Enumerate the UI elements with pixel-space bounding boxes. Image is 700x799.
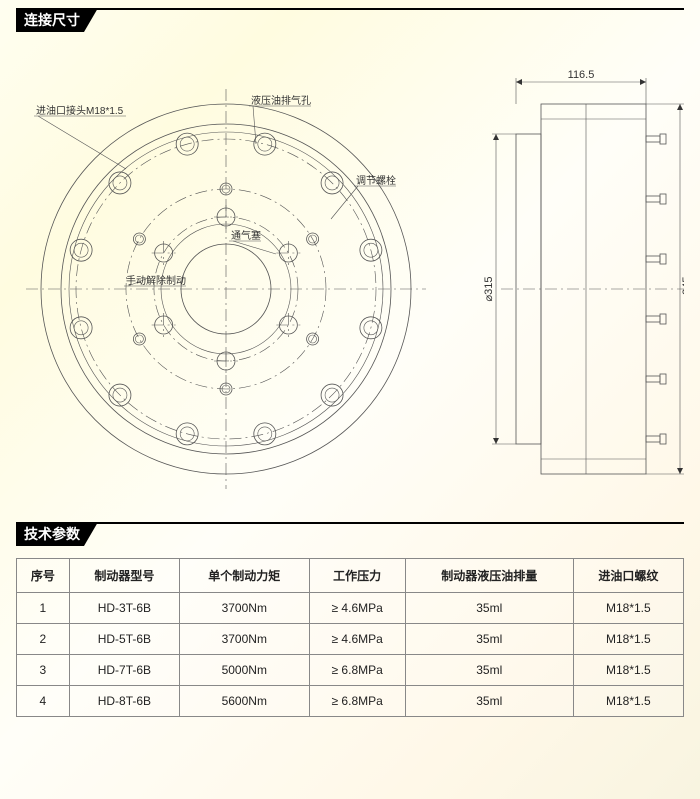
col-header: 进油口螺纹 [573,559,683,593]
header-params: 技术参数 [16,522,684,546]
table-cell: ≥ 6.8MPa [309,655,405,686]
header-params-label: 技术参数 [16,522,98,546]
diagram-area: 进油口接头M18*1.5 液压油排气孔调节螺栓通气塞手动解除制动 116.5 ⌀31… [16,44,684,504]
table-cell: 5000Nm [180,655,309,686]
svg-text:液压油排气孔: 液压油排气孔 [251,94,311,107]
table-cell: 1 [17,593,70,624]
table-cell: ≥ 4.6MPa [309,593,405,624]
table-cell: 3700Nm [180,593,309,624]
header-rule [16,522,684,524]
col-header: 序号 [17,559,70,593]
svg-text:⌀315: ⌀315 [483,277,495,302]
svg-text:调节螺栓: 调节螺栓 [356,174,396,187]
engineering-drawing: 进油口接头M18*1.5 液压油排气孔调节螺栓通气塞手动解除制动 116.5 ⌀31… [16,44,684,504]
table-row: 2HD-5T-6B3700Nm≥ 4.6MPa35mlM18*1.5 [17,624,684,655]
table-row: 4HD-8T-6B5600Nm≥ 6.8MPa35mlM18*1.5 [17,686,684,717]
header-rule [16,8,684,10]
col-header: 制动器型号 [69,559,179,593]
svg-text:手动解除制动: 手动解除制动 [126,274,186,287]
header-dimensions-label: 连接尺寸 [16,8,98,32]
table-cell: 3 [17,655,70,686]
table-cell: M18*1.5 [573,593,683,624]
table-cell: 35ml [405,655,573,686]
svg-text:116.5: 116.5 [568,69,595,81]
table-cell: M18*1.5 [573,624,683,655]
table-row: 3HD-7T-6B5000Nm≥ 6.8MPa35mlM18*1.5 [17,655,684,686]
table-cell: 4 [17,686,70,717]
table-cell: ≥ 4.6MPa [309,624,405,655]
svg-text:⌀345: ⌀345 [681,277,684,302]
params-table: 序号制动器型号单个制动力矩工作压力制动器液压油排量进油口螺纹 1HD-3T-6B… [16,558,684,717]
table-cell: HD-8T-6B [69,686,179,717]
table-cell: 3700Nm [180,624,309,655]
table-cell: M18*1.5 [573,686,683,717]
header-dimensions: 连接尺寸 [16,8,684,32]
table-cell: 2 [17,624,70,655]
table-cell: HD-7T-6B [69,655,179,686]
table-cell: 35ml [405,686,573,717]
table-cell: HD-5T-6B [69,624,179,655]
table-row: 1HD-3T-6B3700Nm≥ 4.6MPa35mlM18*1.5 [17,593,684,624]
table-cell: 35ml [405,593,573,624]
params-table-container: 序号制动器型号单个制动力矩工作压力制动器液压油排量进油口螺纹 1HD-3T-6B… [16,558,684,717]
svg-text:通气塞: 通气塞 [231,229,261,242]
table-cell: 5600Nm [180,686,309,717]
col-header: 制动器液压油排量 [405,559,573,593]
table-cell: 35ml [405,624,573,655]
table-cell: HD-3T-6B [69,593,179,624]
col-header: 单个制动力矩 [180,559,309,593]
svg-text:进油口接头M18*1.5: 进油口接头M18*1.5 [36,104,124,117]
table-cell: ≥ 6.8MPa [309,686,405,717]
table-cell: M18*1.5 [573,655,683,686]
col-header: 工作压力 [309,559,405,593]
